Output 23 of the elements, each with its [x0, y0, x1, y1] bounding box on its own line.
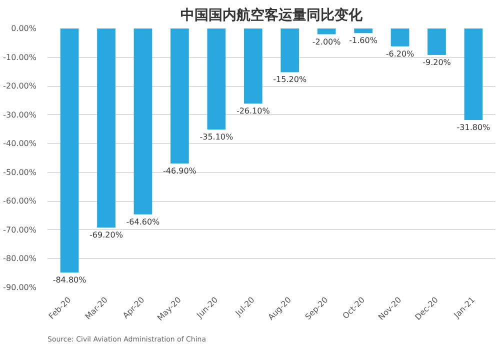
data-label: -69.20%: [90, 230, 124, 240]
y-tick-label: -10.00%: [3, 52, 37, 62]
data-label: -9.20%: [422, 58, 452, 67]
data-label: -1.60%: [349, 36, 378, 46]
data-label: -6.20%: [386, 49, 415, 58]
y-tick-label: -60.00%: [3, 196, 37, 206]
y-tick-label: -50.00%: [3, 168, 37, 177]
data-label: -64.60%: [126, 217, 160, 226]
data-label: -31.80%: [456, 123, 491, 132]
data-label: -15.20%: [273, 75, 307, 84]
y-tick-label: 0.00%: [11, 24, 37, 33]
y-tick-label: -30.00%: [3, 110, 37, 120]
data-label: -26.10%: [236, 106, 270, 116]
data-label: -84.80%: [52, 276, 87, 285]
y-tick-label: -90.00%: [3, 283, 37, 292]
chart-title: 中国国内航空客运量同比变化: [180, 6, 364, 24]
data-label: -46.90%: [163, 166, 197, 176]
data-label: -35.10%: [200, 132, 234, 142]
y-tick-label: -40.00%: [3, 139, 37, 148]
y-tick-label: -80.00%: [3, 254, 37, 264]
y-tick-label: -20.00%: [3, 82, 37, 91]
data-label: -2.00%: [312, 37, 342, 46]
y-tick-label: -70.00%: [3, 225, 37, 234]
